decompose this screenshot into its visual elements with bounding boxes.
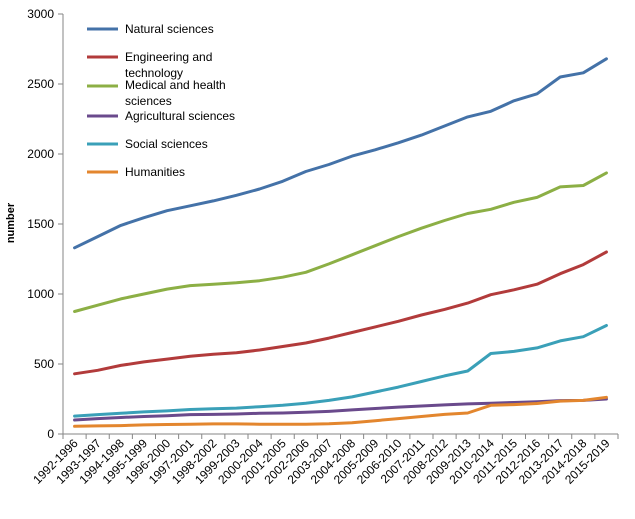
legend-label-line: sciences <box>125 94 172 108</box>
legend-label-line: Engineering and <box>125 50 212 64</box>
series-lines <box>73 57 608 428</box>
legend-label: Social sciences <box>125 137 208 151</box>
y-tick-label: 2500 <box>27 77 54 91</box>
legend-label-line: technology <box>125 66 183 80</box>
y-tick-label: 1000 <box>27 287 54 301</box>
y-tick-label: 1500 <box>27 217 54 231</box>
legend-label: Agricultural sciences <box>125 109 235 123</box>
legend: Natural sciences Engineering and technolog… <box>87 22 235 179</box>
legend-label: Engineering and technology <box>125 50 212 80</box>
series-line-medical-and-health-sciences <box>73 171 608 313</box>
legend-label: Natural sciences <box>125 22 214 36</box>
series-line-social-sciences <box>73 324 608 418</box>
legend-label: Medical and health sciences <box>125 78 226 108</box>
y-tick-label: 2000 <box>27 147 54 161</box>
series-line-humanities <box>73 395 608 428</box>
y-tick-label: 0 <box>47 427 54 441</box>
y-tick-label: 3000 <box>27 7 54 21</box>
legend-label-line: Medical and health <box>125 78 226 92</box>
legend-label: Humanities <box>125 165 185 179</box>
y-axis-title: number <box>5 202 17 243</box>
series-line-natural-sciences <box>73 57 608 250</box>
series-line-agricultural-sciences <box>73 397 608 422</box>
y-tick-label: 500 <box>34 357 54 371</box>
series-line-engineering-and-technology <box>73 250 608 376</box>
